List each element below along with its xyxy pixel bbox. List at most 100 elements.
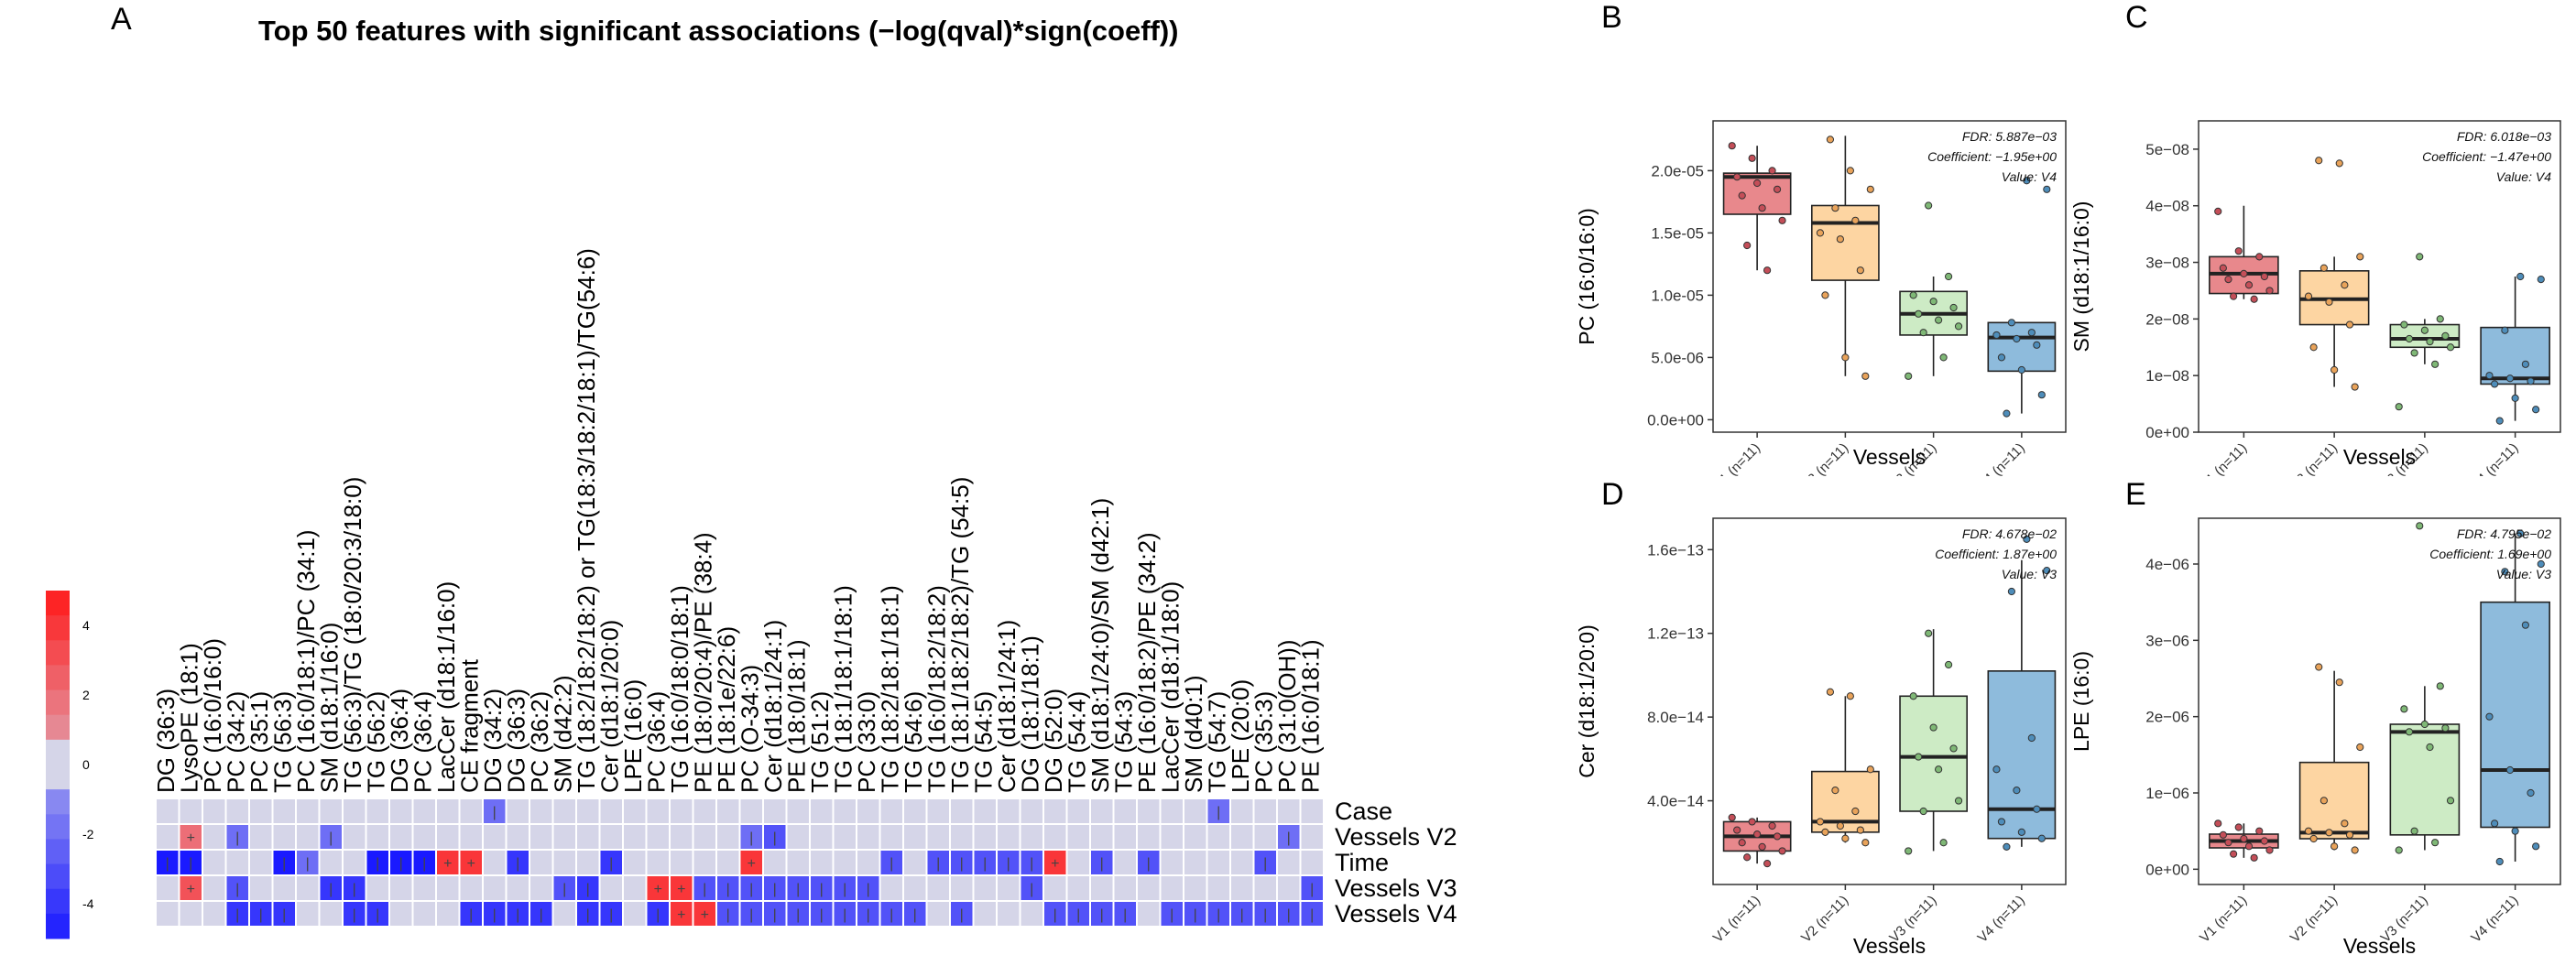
data-point bbox=[2003, 409, 2011, 418]
heatmap-cell bbox=[413, 851, 435, 874]
heatmap-cell-sign: | bbox=[890, 907, 893, 923]
boxplot-e: 0e+00 1e−06 2e−06 3e−06 4e−06 LPE (16:0) V1 (n… bbox=[2069, 517, 2561, 955]
stat-annotation: Value: V4 bbox=[2496, 169, 2551, 184]
heatmap-cell bbox=[1161, 799, 1183, 823]
heatmap-cell bbox=[857, 876, 879, 900]
heatmap-cell-sign: + bbox=[187, 830, 195, 846]
heatmap-cell bbox=[366, 799, 388, 823]
heatmap-cell bbox=[1278, 902, 1300, 926]
heatmap-cell-sign: | bbox=[586, 907, 590, 923]
heatmap-cell bbox=[927, 825, 949, 849]
heatmap-cell bbox=[624, 851, 646, 874]
data-point bbox=[2214, 819, 2222, 828]
heatmap-cell bbox=[671, 902, 693, 926]
heatmap-cell-sign: | bbox=[726, 907, 730, 923]
heatmap-column-label: TG (56:3)/TG (18:0/20:3/18:0) bbox=[339, 477, 366, 793]
x-axis-label: Vessels bbox=[1853, 445, 1926, 469]
heatmap-cell bbox=[226, 902, 248, 926]
heatmap-column-label: PC (36:4) bbox=[642, 691, 670, 793]
heatmap-cell bbox=[577, 876, 599, 900]
data-point bbox=[1836, 235, 1844, 244]
heatmap-cell-sign: | bbox=[1030, 882, 1033, 897]
heatmap-cell bbox=[927, 851, 949, 874]
heatmap-cell bbox=[927, 902, 949, 926]
data-point bbox=[1866, 185, 1874, 193]
y-tick-label: 2e−06 bbox=[2145, 709, 2189, 726]
data-point bbox=[2027, 733, 2036, 743]
panel-d-letter: D bbox=[1601, 477, 1624, 512]
data-point bbox=[2527, 377, 2535, 385]
data-point bbox=[1935, 316, 1943, 324]
heatmap-column-label: TG (56:3) bbox=[268, 691, 296, 793]
y-tick-label: 3e−08 bbox=[2145, 255, 2189, 272]
heatmap-cell bbox=[507, 876, 529, 900]
data-point bbox=[2405, 334, 2414, 343]
data-point bbox=[2420, 720, 2429, 729]
y-tick-label: 4e−06 bbox=[2145, 556, 2189, 573]
heatmap-column-label: TG (54:4) bbox=[1063, 691, 1090, 793]
heatmap-cell bbox=[577, 851, 599, 874]
heatmap-cell bbox=[1207, 825, 1229, 849]
heatmap-cell bbox=[320, 876, 342, 900]
stat-annotation: Coefficient: −1.95e+00 bbox=[1927, 149, 2057, 164]
heatmap-cell bbox=[320, 902, 342, 926]
heatmap-cell bbox=[1091, 799, 1113, 823]
data-point bbox=[2244, 842, 2254, 851]
heatmap-cell bbox=[1301, 825, 1323, 849]
heatmap-column-label: DG (34:2) bbox=[479, 689, 507, 793]
heatmap-cell bbox=[811, 902, 833, 926]
heatmap-cell bbox=[834, 799, 856, 823]
heatmap-cell bbox=[157, 799, 179, 823]
data-point bbox=[1768, 167, 1776, 175]
heatmap-cell bbox=[413, 799, 435, 823]
heatmap-cell-sign: | bbox=[820, 882, 824, 897]
colorbar-step bbox=[46, 888, 70, 915]
heatmap-row-label: Vessels V2 bbox=[1335, 823, 1457, 851]
heatmap-cell bbox=[273, 902, 295, 926]
heatmap-cell bbox=[1207, 799, 1229, 823]
heatmap-cell-sign: | bbox=[399, 856, 403, 872]
heatmap-column-label: PC (35:1) bbox=[246, 691, 273, 793]
heatmap-cell-sign: + bbox=[443, 856, 452, 872]
heatmap-column-label: TG (16:0/18:2/18:2) bbox=[922, 585, 950, 793]
heatmap-cell bbox=[577, 825, 599, 849]
data-point bbox=[2400, 705, 2408, 713]
heatmap-cell bbox=[1184, 825, 1206, 849]
heatmap-cell bbox=[998, 876, 1020, 900]
heatmap-cell bbox=[507, 902, 529, 926]
heatmap-row-label: Vessels V4 bbox=[1335, 900, 1457, 928]
heatmap-column-label: LacCer (d18:1/18:0) bbox=[1156, 581, 1184, 793]
heatmap-cell bbox=[1044, 902, 1066, 926]
heatmap-cell bbox=[1301, 902, 1323, 926]
heatmap-cell bbox=[787, 825, 809, 849]
data-point bbox=[2495, 417, 2504, 425]
heatmap-cell bbox=[157, 902, 179, 926]
data-point bbox=[1944, 272, 1953, 281]
stat-annotation: FDR: 5.887e−03 bbox=[1962, 129, 2057, 144]
heatmap-cell-sign: | bbox=[1287, 830, 1291, 846]
data-point bbox=[1861, 372, 1870, 380]
heatmap-cell bbox=[157, 851, 179, 874]
heatmap-cell bbox=[1067, 799, 1089, 823]
y-tick-label: 4.0e−14 bbox=[1647, 793, 1704, 810]
heatmap-cell bbox=[460, 799, 482, 823]
heatmap-cell-sign: | bbox=[469, 907, 473, 923]
heatmap-cell-sign: | bbox=[796, 907, 800, 923]
data-point bbox=[2304, 827, 2313, 835]
data-point bbox=[1846, 692, 1854, 700]
heatmap-cell bbox=[273, 825, 295, 849]
data-point bbox=[2330, 842, 2339, 851]
data-point bbox=[2351, 383, 2359, 391]
heatmap-cell bbox=[671, 825, 693, 849]
heatmap-cell bbox=[507, 799, 529, 823]
data-point bbox=[2416, 522, 2424, 530]
panel-a-letter: A bbox=[111, 2, 132, 37]
heatmap-cell bbox=[437, 825, 459, 849]
heatmap-cell bbox=[1021, 851, 1042, 874]
y-tick-label: 1.5e-05 bbox=[1651, 224, 1704, 242]
data-point bbox=[2505, 374, 2515, 383]
data-point bbox=[2013, 787, 2021, 795]
heatmap-cell bbox=[344, 902, 366, 926]
data-point bbox=[2325, 829, 2333, 837]
heatmap-grid: | | + | | | | | | | | | | | | + + | | + | | | | | | + | | | + | | | | | + + | |… bbox=[155, 798, 1325, 928]
